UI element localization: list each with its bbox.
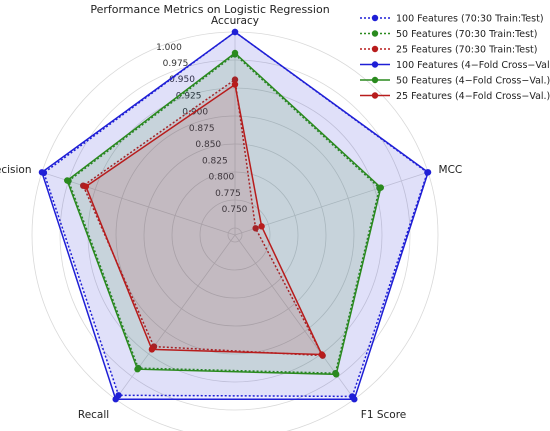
legend-label-3: 100 Features (4−Fold Cross−Val.) xyxy=(396,60,550,71)
legend-swatch-marker-2 xyxy=(371,45,379,53)
radial-tick-4: 0.850 xyxy=(195,140,221,150)
series-3-fill xyxy=(41,32,429,400)
legend-swatch-marker-4 xyxy=(371,76,379,84)
axis-label-precision: Precision xyxy=(0,164,31,176)
radial-tick-10: 1.000 xyxy=(156,43,182,53)
series-5-fill xyxy=(85,84,322,355)
series-3-point-3 xyxy=(112,396,119,403)
legend-label-5: 25 Features (4−Fold Cross−Val.) xyxy=(396,91,550,102)
legend-item-0: 100 Features (70:30 Train:Test) xyxy=(360,14,544,25)
series-3-point-2 xyxy=(351,396,358,403)
legend-item-3: 100 Features (4−Fold Cross−Val.) xyxy=(360,60,550,71)
series-1-fill xyxy=(68,54,380,374)
series-5-point-1 xyxy=(258,223,265,230)
series-5-point-3 xyxy=(148,346,156,353)
series-5-point-4 xyxy=(82,183,90,190)
radial-tick-7: 0.925 xyxy=(176,91,202,101)
series-2-point-0 xyxy=(231,76,239,83)
legend-label-1: 50 Features (70:30 Train:Test) xyxy=(396,29,538,40)
radial-tick-2: 0.800 xyxy=(209,173,235,183)
series-5-line xyxy=(84,83,323,356)
series-2-point-1 xyxy=(252,225,259,232)
radial-tick-0: 0.750 xyxy=(222,205,248,215)
series-4-point-4 xyxy=(64,177,71,184)
series-4 xyxy=(64,49,384,378)
axis-labels: Accuracy MCC F1 Score Recall Precision xyxy=(0,15,462,421)
legend-label-0: 100 Features (70:30 Train:Test) xyxy=(396,14,544,25)
series-3-point-0 xyxy=(231,28,239,36)
radial-tick-5: 0.875 xyxy=(189,124,215,134)
series-2-fill xyxy=(83,79,323,356)
series-3 xyxy=(38,28,432,403)
legend-label-4: 50 Features (4−Fold Cross−Val.) xyxy=(396,76,550,87)
radial-tick-6: 0.900 xyxy=(182,108,208,118)
series-2-line xyxy=(82,78,324,357)
legend-swatch-marker-5 xyxy=(371,92,379,99)
series-4-point-2 xyxy=(333,371,340,378)
legend-swatch-marker-0 xyxy=(371,14,379,22)
series-5 xyxy=(82,81,326,358)
grid-spoke-4 xyxy=(41,171,236,236)
axis-label-mcc: MCC xyxy=(439,164,463,176)
legend-swatch-marker-3 xyxy=(371,61,379,68)
axis-label-accuracy: Accuracy xyxy=(211,15,259,27)
legend-swatch-marker-1 xyxy=(371,30,379,37)
series-3-point-1 xyxy=(424,169,432,176)
grid-spoke-1 xyxy=(234,171,429,236)
series-layer xyxy=(38,28,432,403)
legend: 100 Features (70:30 Train:Test) 50 Featur… xyxy=(360,14,550,102)
chart-title: Performance Metrics on Logistic Regressi… xyxy=(90,3,329,16)
radial-tick-labels: 0.750 0.775 0.800 0.825 0.850 0.875 0.900 0.925… xyxy=(156,43,248,215)
legend-item-4: 50 Features (4−Fold Cross−Val.) xyxy=(360,76,550,87)
legend-item-5: 25 Features (4−Fold Cross−Val.) xyxy=(360,91,550,102)
series-0-fill xyxy=(43,32,428,397)
series-3-point-4 xyxy=(38,169,46,176)
radial-tick-1: 0.775 xyxy=(215,189,241,199)
legend-item-2: 25 Features (70:30 Train:Test) xyxy=(360,45,538,56)
radial-tick-3: 0.825 xyxy=(202,156,228,166)
series-1-line xyxy=(67,53,381,374)
axis-label-recall: Recall xyxy=(78,409,109,421)
series-4-point-3 xyxy=(134,366,141,373)
series-4-point-1 xyxy=(377,184,384,191)
legend-item-1: 50 Features (70:30 Train:Test) xyxy=(360,29,538,40)
series-4-point-0 xyxy=(231,49,239,57)
radial-tick-9: 0.975 xyxy=(163,59,189,69)
series-4-fill xyxy=(67,53,381,375)
axis-label-f1-score: F1 Score xyxy=(361,409,406,421)
series-5-point-0 xyxy=(231,81,239,88)
series-3-line xyxy=(41,31,429,400)
series-4-line xyxy=(66,52,382,376)
grid-spoke-3 xyxy=(115,234,236,400)
legend-label-2: 25 Features (70:30 Train:Test) xyxy=(396,45,538,56)
radial-tick-8: 0.950 xyxy=(169,75,195,85)
series-5-point-2 xyxy=(318,351,326,358)
